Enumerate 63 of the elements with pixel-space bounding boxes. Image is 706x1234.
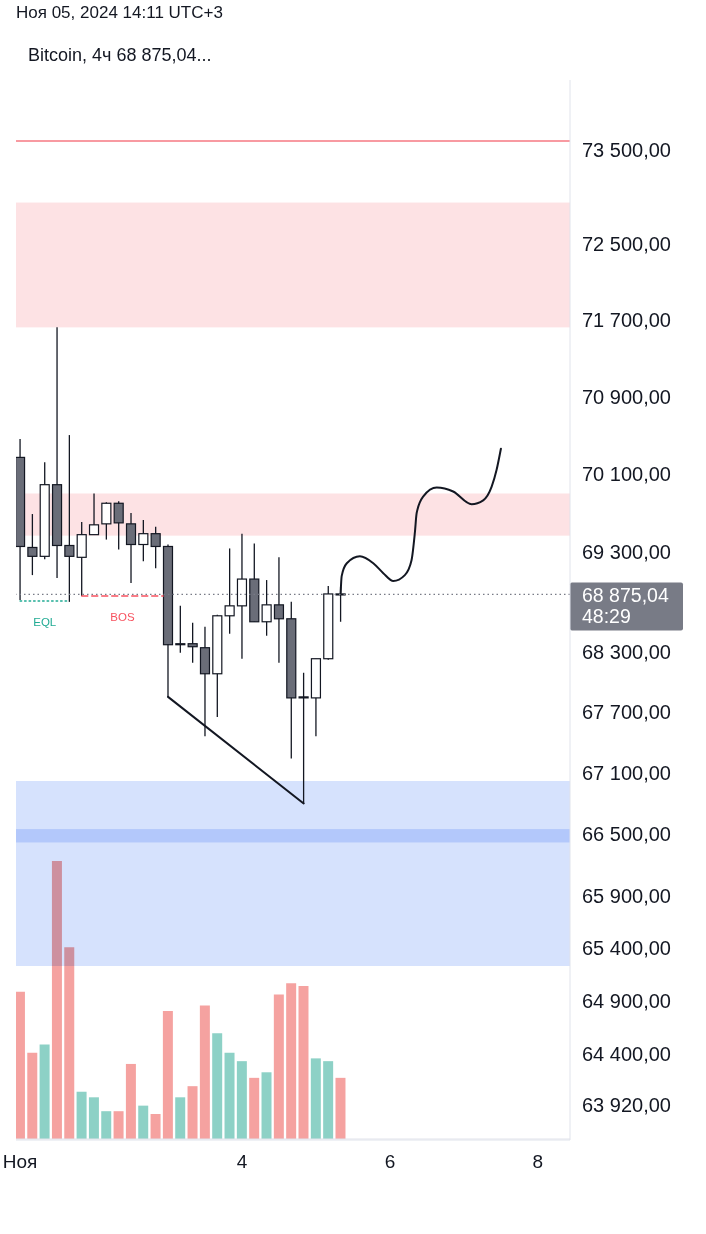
y-tick-label: 66 500,00 [582, 823, 671, 846]
bar [16, 991, 25, 1139]
y-tick-label: 67 700,00 [582, 701, 671, 724]
bar [212, 1033, 223, 1139]
bar [323, 1061, 334, 1139]
bar [224, 1052, 235, 1139]
bar [199, 1005, 210, 1139]
y-tick-label: 65 400,00 [582, 937, 671, 960]
y-tick-label: 70 900,00 [582, 385, 671, 408]
bar [39, 1044, 50, 1139]
candlestick [113, 500, 124, 551]
candlestick [64, 434, 75, 603]
bar [335, 1077, 346, 1139]
y-tick-label: 67 100,00 [582, 761, 671, 784]
bar [310, 1058, 321, 1139]
bar [273, 994, 284, 1139]
candlestick [175, 605, 186, 654]
candlestick [273, 556, 285, 664]
candlestick [125, 512, 137, 584]
chart-title: Bitcoin, 4ч 68 875,04... [28, 44, 212, 66]
x-tick-label: Ноя [2, 1151, 38, 1173]
x-tick-label: 4 [236, 1151, 248, 1173]
bar [286, 983, 297, 1139]
bar [162, 1011, 173, 1139]
bar [249, 1077, 260, 1139]
y-tick-label: 64 900,00 [582, 989, 671, 1012]
bar [261, 1072, 272, 1139]
bar [298, 986, 309, 1139]
bar [175, 1097, 186, 1139]
candlestick [88, 492, 100, 536]
bar [113, 1111, 124, 1139]
y-tick-label: 71 700,00 [582, 308, 671, 331]
x-tick-label: 6 [384, 1151, 396, 1173]
bar [76, 1091, 87, 1139]
ref-line-label: 68 875,04 48:29 [582, 584, 669, 628]
y-tick-label: 63 920,00 [582, 1093, 671, 1116]
candlestick [224, 547, 235, 635]
y-tick-label: 72 500,00 [582, 233, 671, 256]
text: Ноя 05, 2024 14:11 UTC+3 [16, 2, 223, 24]
x-tick-label: 8 [532, 1151, 544, 1173]
y-tick-label: 70 100,00 [582, 463, 671, 486]
y-tick-label: 73 500,00 [582, 139, 671, 162]
bar [88, 1097, 99, 1139]
candlestick [138, 519, 149, 562]
bar [27, 1052, 38, 1139]
series-label: EQL [33, 615, 57, 628]
bar [187, 1086, 198, 1139]
candlestick [76, 521, 87, 597]
bar [236, 1061, 247, 1139]
y-tick-label: 64 400,00 [582, 1042, 671, 1065]
bar [150, 1113, 161, 1139]
candlestick [187, 622, 198, 664]
y-tick-label: 69 300,00 [582, 541, 671, 564]
y-tick-label: 65 900,00 [582, 885, 671, 908]
bar [125, 1063, 136, 1139]
candlestick [27, 513, 38, 576]
bar [138, 1105, 149, 1139]
y-tick-label: 68 300,00 [582, 640, 671, 663]
series-label: BOS [110, 610, 135, 623]
candlestick [261, 579, 272, 637]
bar [101, 1111, 112, 1139]
candlestick [150, 526, 161, 569]
candlestick [101, 501, 112, 541]
